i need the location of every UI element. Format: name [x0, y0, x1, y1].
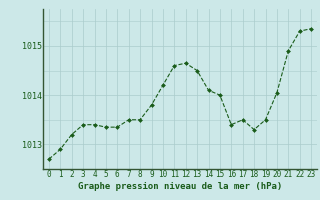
- X-axis label: Graphe pression niveau de la mer (hPa): Graphe pression niveau de la mer (hPa): [78, 182, 282, 191]
